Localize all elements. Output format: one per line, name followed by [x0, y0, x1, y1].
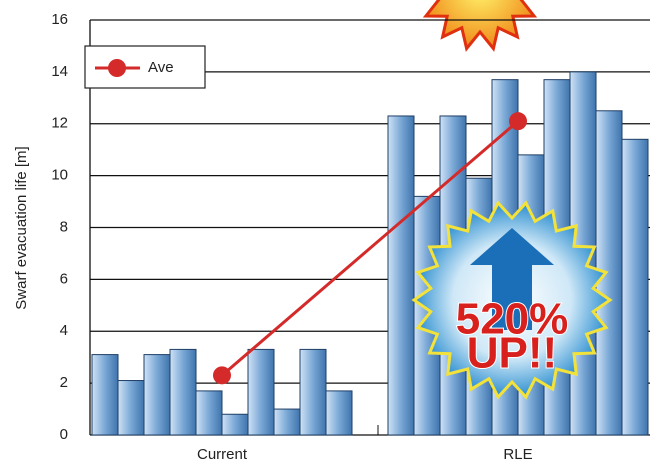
arrow: [470, 228, 554, 330]
annotation: 520%: [456, 295, 569, 344]
bar: [91, 354, 119, 436]
bar: [221, 413, 249, 436]
y-tick-label: 2: [60, 374, 68, 391]
bar: [143, 354, 171, 436]
bar: [621, 138, 649, 436]
line: [221, 120, 519, 377]
bar: [273, 408, 301, 436]
annotation: UP!!: [467, 329, 557, 378]
y-tick-label: 4: [60, 322, 68, 339]
y-axis-label: Swarf evacuation life [m]: [13, 146, 30, 309]
bar: [117, 380, 145, 436]
legend-dot: [108, 59, 126, 77]
bar: [325, 390, 353, 436]
y-tick-label: 8: [60, 218, 68, 235]
y-tick-label: 0: [60, 426, 68, 443]
line-point: [509, 112, 527, 131]
y-tick-label: 12: [51, 115, 68, 132]
bar: [195, 390, 223, 436]
y-tick-label: 6: [60, 270, 68, 287]
y-tick-label: 14: [51, 63, 68, 80]
starburst: [422, 0, 538, 52]
x-tick-label: RLE: [503, 446, 532, 463]
bar: [169, 348, 197, 436]
x-tick-label: Current: [197, 446, 248, 463]
bar: [247, 348, 275, 436]
bar: [299, 348, 327, 436]
bar: [387, 115, 415, 436]
y-tick-label: 16: [51, 11, 68, 28]
line-point: [213, 366, 231, 385]
y-tick-label: 10: [51, 167, 68, 184]
legend-label: Ave: [148, 59, 174, 76]
